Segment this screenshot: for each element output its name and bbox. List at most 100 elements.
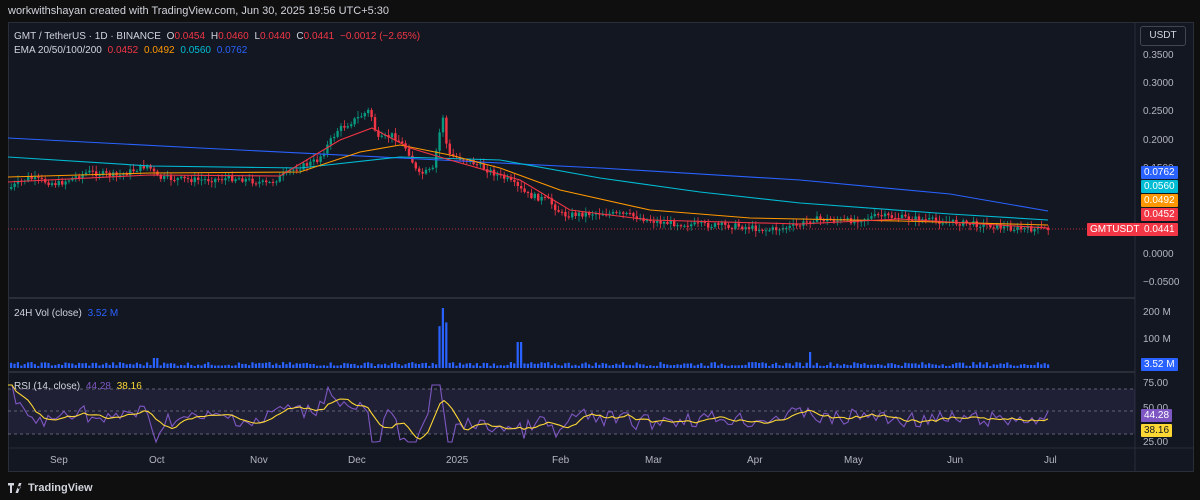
volume-bar — [608, 365, 611, 368]
volume-bar — [278, 365, 281, 368]
volume-bar — [91, 362, 94, 368]
candle-body — [849, 218, 853, 224]
candle-body — [176, 178, 179, 181]
time-axis-label: Oct — [149, 455, 165, 466]
candle-body — [628, 212, 632, 214]
candle-body — [40, 177, 43, 179]
tradingview-logo[interactable]: TradingView — [8, 482, 93, 494]
candle-body — [588, 212, 591, 216]
candle-body — [778, 229, 781, 231]
volume-bar — [173, 363, 176, 368]
candle-body — [370, 109, 373, 118]
volume-bar — [526, 363, 529, 368]
volume-bar — [645, 365, 648, 368]
volume-bar — [203, 363, 206, 368]
volume-label: 24H Vol (close) — [14, 308, 82, 319]
volume-bar — [183, 365, 186, 368]
volume-bar — [615, 363, 618, 368]
volume-bar — [360, 365, 363, 368]
volume-bar — [802, 365, 805, 368]
volume-bar — [1033, 364, 1036, 368]
volume-bar — [625, 365, 628, 368]
candle-body — [764, 230, 768, 232]
candle-body — [360, 116, 363, 118]
chart-frame[interactable] — [8, 22, 1194, 472]
volume-bar — [163, 362, 166, 368]
volume-bar — [523, 363, 526, 368]
volume-bar — [815, 362, 818, 368]
time-axis-label: Apr — [747, 455, 763, 466]
candle-body — [180, 176, 183, 179]
candle-body — [999, 223, 1002, 229]
volume-bar — [829, 362, 832, 368]
volume-bar — [897, 364, 900, 368]
candle-body — [367, 109, 370, 114]
candle-body — [159, 175, 162, 179]
currency-button[interactable]: USDT — [1140, 26, 1186, 46]
candle-body — [275, 181, 278, 183]
volume-bar — [710, 362, 713, 368]
candle-body — [496, 174, 499, 176]
volume-bar — [122, 362, 125, 368]
volume-bar — [261, 363, 264, 368]
candle-body — [465, 160, 468, 162]
volume-bar — [832, 365, 835, 368]
candle-body — [377, 130, 380, 137]
volume-bar — [1040, 364, 1043, 368]
candle-body — [809, 221, 812, 223]
volume-bar — [577, 365, 580, 368]
rsi-ma-line — [8, 384, 1049, 440]
volume-bar — [611, 364, 614, 368]
candle-body — [894, 217, 897, 219]
volume-bar — [890, 363, 893, 368]
volume-bar — [33, 364, 36, 368]
candle-body — [1009, 226, 1012, 231]
candle-body — [652, 221, 655, 223]
volume-bar — [166, 363, 169, 368]
volume-bar — [550, 365, 553, 368]
time-axis-label: Nov — [250, 455, 268, 466]
volume-bar — [588, 364, 591, 368]
volume-bar — [258, 362, 261, 368]
volume-bar — [132, 364, 135, 368]
time-axis-label: Mar — [645, 455, 663, 466]
candle-body — [84, 172, 88, 175]
candle-body — [737, 223, 740, 227]
candle-body — [336, 130, 339, 137]
volume-bar — [282, 362, 285, 368]
candle-body — [662, 221, 666, 224]
volume-bar — [142, 365, 145, 368]
candle-body — [958, 224, 961, 226]
volume-bar — [931, 364, 934, 368]
volume-bar — [571, 365, 574, 368]
candle-body — [883, 213, 887, 217]
symbol-name-tag: GMTUSDT — [1087, 223, 1143, 236]
volume-bar — [554, 363, 557, 368]
volume-bar — [972, 362, 975, 368]
candle-body — [431, 167, 434, 169]
volume-bar — [452, 362, 455, 368]
candle-body — [299, 169, 302, 171]
candle-body — [523, 188, 526, 192]
volume-bar — [435, 364, 438, 368]
volume-bar — [71, 363, 74, 368]
volume-bar — [268, 362, 271, 368]
volume-bar — [1043, 363, 1046, 368]
volume-bar — [227, 364, 230, 368]
candle-body — [798, 225, 802, 227]
rsi-axis-label: 25.00 — [1143, 437, 1169, 448]
volume-bar — [234, 365, 237, 368]
candle-body — [146, 165, 149, 169]
volume-bar — [285, 364, 288, 368]
candle-body — [81, 174, 84, 179]
candle-body — [710, 226, 713, 228]
candle-body — [149, 165, 152, 169]
volume-bar — [707, 365, 710, 368]
volume-bar — [319, 365, 322, 368]
volume-bar — [54, 365, 57, 368]
candle-body — [1047, 227, 1050, 231]
candle-body — [513, 179, 516, 182]
candle-body — [44, 178, 47, 183]
volume-bar — [520, 342, 523, 368]
